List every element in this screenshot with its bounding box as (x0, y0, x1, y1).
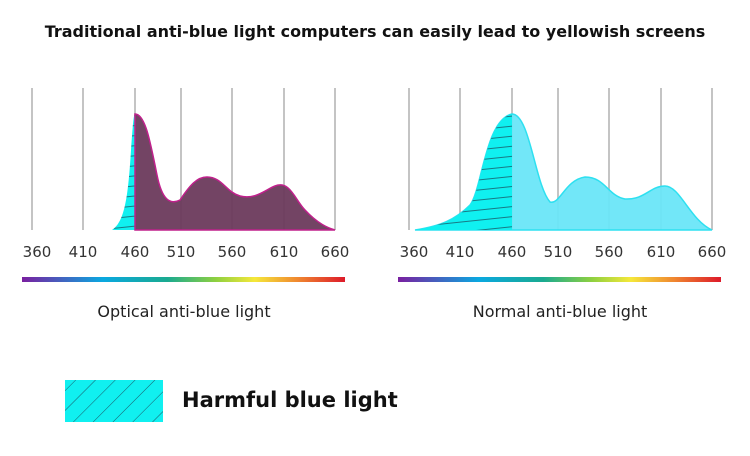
tick-label: 610 (646, 243, 676, 261)
right-harmful-area (415, 114, 512, 230)
tick-label: 660 (320, 243, 350, 261)
tick-label: 560 (217, 243, 247, 261)
left-spectrum-bar (22, 277, 345, 282)
right-spectrum-bar (398, 277, 721, 282)
tick-label: 410 (68, 243, 98, 261)
tick-label: 410 (445, 243, 475, 261)
tick-label: 360 (399, 243, 429, 261)
left-spectrum-curve (134, 113, 336, 231)
right-chart-caption: Normal anti-blue light (472, 302, 648, 321)
tick-label: 560 (594, 243, 624, 261)
tick-label: 510 (166, 243, 196, 261)
left-harmful-area (112, 114, 135, 230)
tick-label: 460 (497, 243, 527, 261)
legend-label: Harmful blue light (182, 388, 398, 412)
tick-label: 610 (269, 243, 299, 261)
tick-label: 660 (697, 243, 727, 261)
diagram-title: Traditional anti-blue light computers ca… (44, 22, 706, 41)
legend-swatch (65, 380, 163, 422)
tick-label: 510 (543, 243, 573, 261)
tick-label: 360 (22, 243, 52, 261)
left-chart-caption: Optical anti-blue light (97, 302, 271, 321)
tick-label: 460 (120, 243, 150, 261)
